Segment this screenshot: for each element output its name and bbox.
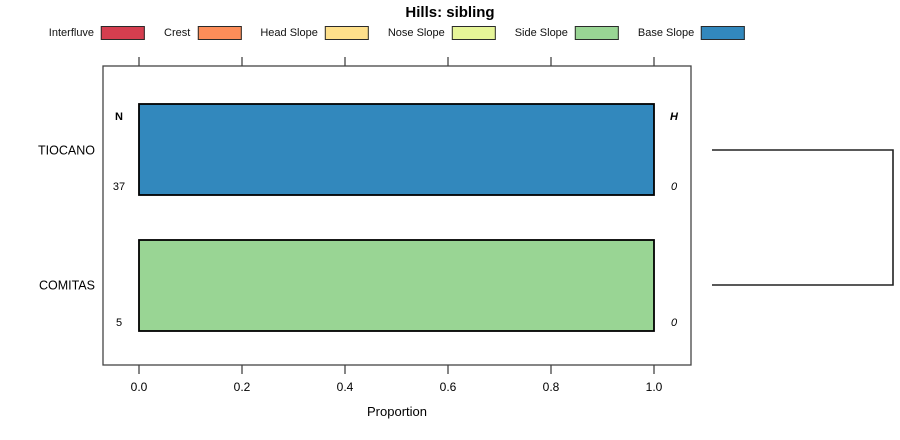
dendrogram-bracket xyxy=(712,149,894,286)
column-header-n: N xyxy=(115,111,123,123)
legend-item-crest: Crest xyxy=(164,26,242,40)
legend: Interfluve Crest Head Slope Nose Slope Side … xyxy=(48,26,746,40)
legend-label: Nose Slope xyxy=(387,27,445,39)
x-tick-label: 1.0 xyxy=(646,380,663,394)
column-header-h: H xyxy=(670,111,679,123)
x-tick-label: 0.6 xyxy=(440,380,457,394)
h-value-tiocano: 0 xyxy=(671,181,678,193)
legend-label: Side Slope xyxy=(514,27,568,39)
legend-item-nose-slope: Nose Slope xyxy=(388,26,496,40)
category-label-comitas: COMITAS xyxy=(39,279,95,293)
legend-swatch-crest xyxy=(197,26,242,40)
x-tick-label: 0.8 xyxy=(543,380,560,394)
x-axis-label: Proportion xyxy=(367,404,427,419)
legend-swatch-head-slope xyxy=(324,26,369,40)
legend-item-side-slope: Side Slope xyxy=(515,26,619,40)
category-label-tiocano: TIOCANO xyxy=(38,144,95,158)
legend-item-interfluve: Interfluve xyxy=(48,26,146,40)
legend-label: Interfluve xyxy=(48,27,95,39)
legend-item-head-slope: Head Slope xyxy=(260,26,369,40)
bar-comitas-side-slope xyxy=(138,239,655,332)
legend-swatch-side-slope xyxy=(574,26,619,40)
legend-swatch-interfluve xyxy=(101,26,146,40)
legend-item-base-slope: Base Slope xyxy=(637,26,746,40)
chart-title: Hills: sibling xyxy=(405,4,495,21)
legend-swatch-base-slope xyxy=(701,26,746,40)
x-tick-label: 0.4 xyxy=(337,380,354,394)
legend-label: Head Slope xyxy=(260,27,318,39)
legend-swatch-nose-slope xyxy=(451,26,496,40)
bar-tiocano-base-slope xyxy=(138,103,655,196)
x-tick-label: 0.0 xyxy=(131,380,148,394)
plot-box xyxy=(102,65,692,366)
legend-label: Crest xyxy=(164,27,191,39)
legend-label: Base Slope xyxy=(637,27,695,39)
n-value-comitas: 5 xyxy=(116,317,122,329)
x-tick-label: 0.2 xyxy=(234,380,251,394)
n-value-tiocano: 37 xyxy=(113,181,125,193)
h-value-comitas: 0 xyxy=(671,317,678,329)
